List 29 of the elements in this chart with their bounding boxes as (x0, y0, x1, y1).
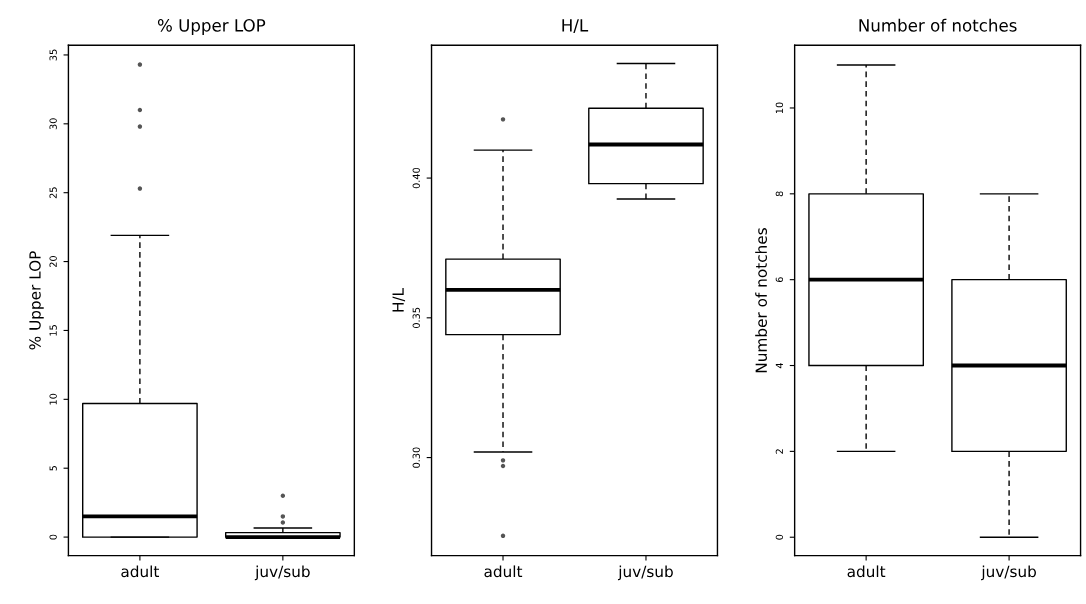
y-tick-label: 10 (49, 393, 57, 405)
y-tick-label: 20 (49, 256, 57, 268)
chart-title: H/L (562, 19, 589, 33)
y-tick-label: 0 (49, 534, 57, 540)
y-axis-title: Number of notches (755, 228, 767, 373)
x-tick-label: adult (121, 565, 160, 578)
y-axis-title: H/L (392, 288, 406, 312)
y-tick-label: 0.40 (412, 167, 420, 189)
x-tick-label: adult (847, 565, 886, 578)
y-tick-label: 35 (49, 49, 57, 61)
y-tick-label: 6 (775, 277, 784, 283)
y-axis-title: % Upper LOP (29, 251, 44, 350)
y-tick-label: 5 (49, 465, 57, 471)
chart-title: % Upper LOP (157, 19, 266, 35)
x-tick-label: juv/sub (617, 565, 673, 581)
y-tick-label: 4 (775, 362, 783, 369)
y-tick-label: 0.35 (412, 307, 420, 328)
x-tick-label: juv/sub (254, 565, 310, 581)
y-tick-label: 0 (775, 534, 784, 540)
y-tick-label: 15 (49, 325, 57, 336)
y-tick-label: 0.30 (412, 447, 420, 468)
chart-title: Number of notches (859, 18, 1017, 32)
y-tick-label: 8 (775, 191, 784, 197)
x-tick-label: adult (484, 565, 523, 578)
y-tick-label: 25 (49, 187, 57, 199)
y-tick-label: 2 (775, 449, 783, 454)
y-tick-label: 10 (775, 102, 784, 114)
x-tick-label: juv/sub (981, 565, 1036, 581)
y-tick-label: 30 (49, 118, 57, 130)
